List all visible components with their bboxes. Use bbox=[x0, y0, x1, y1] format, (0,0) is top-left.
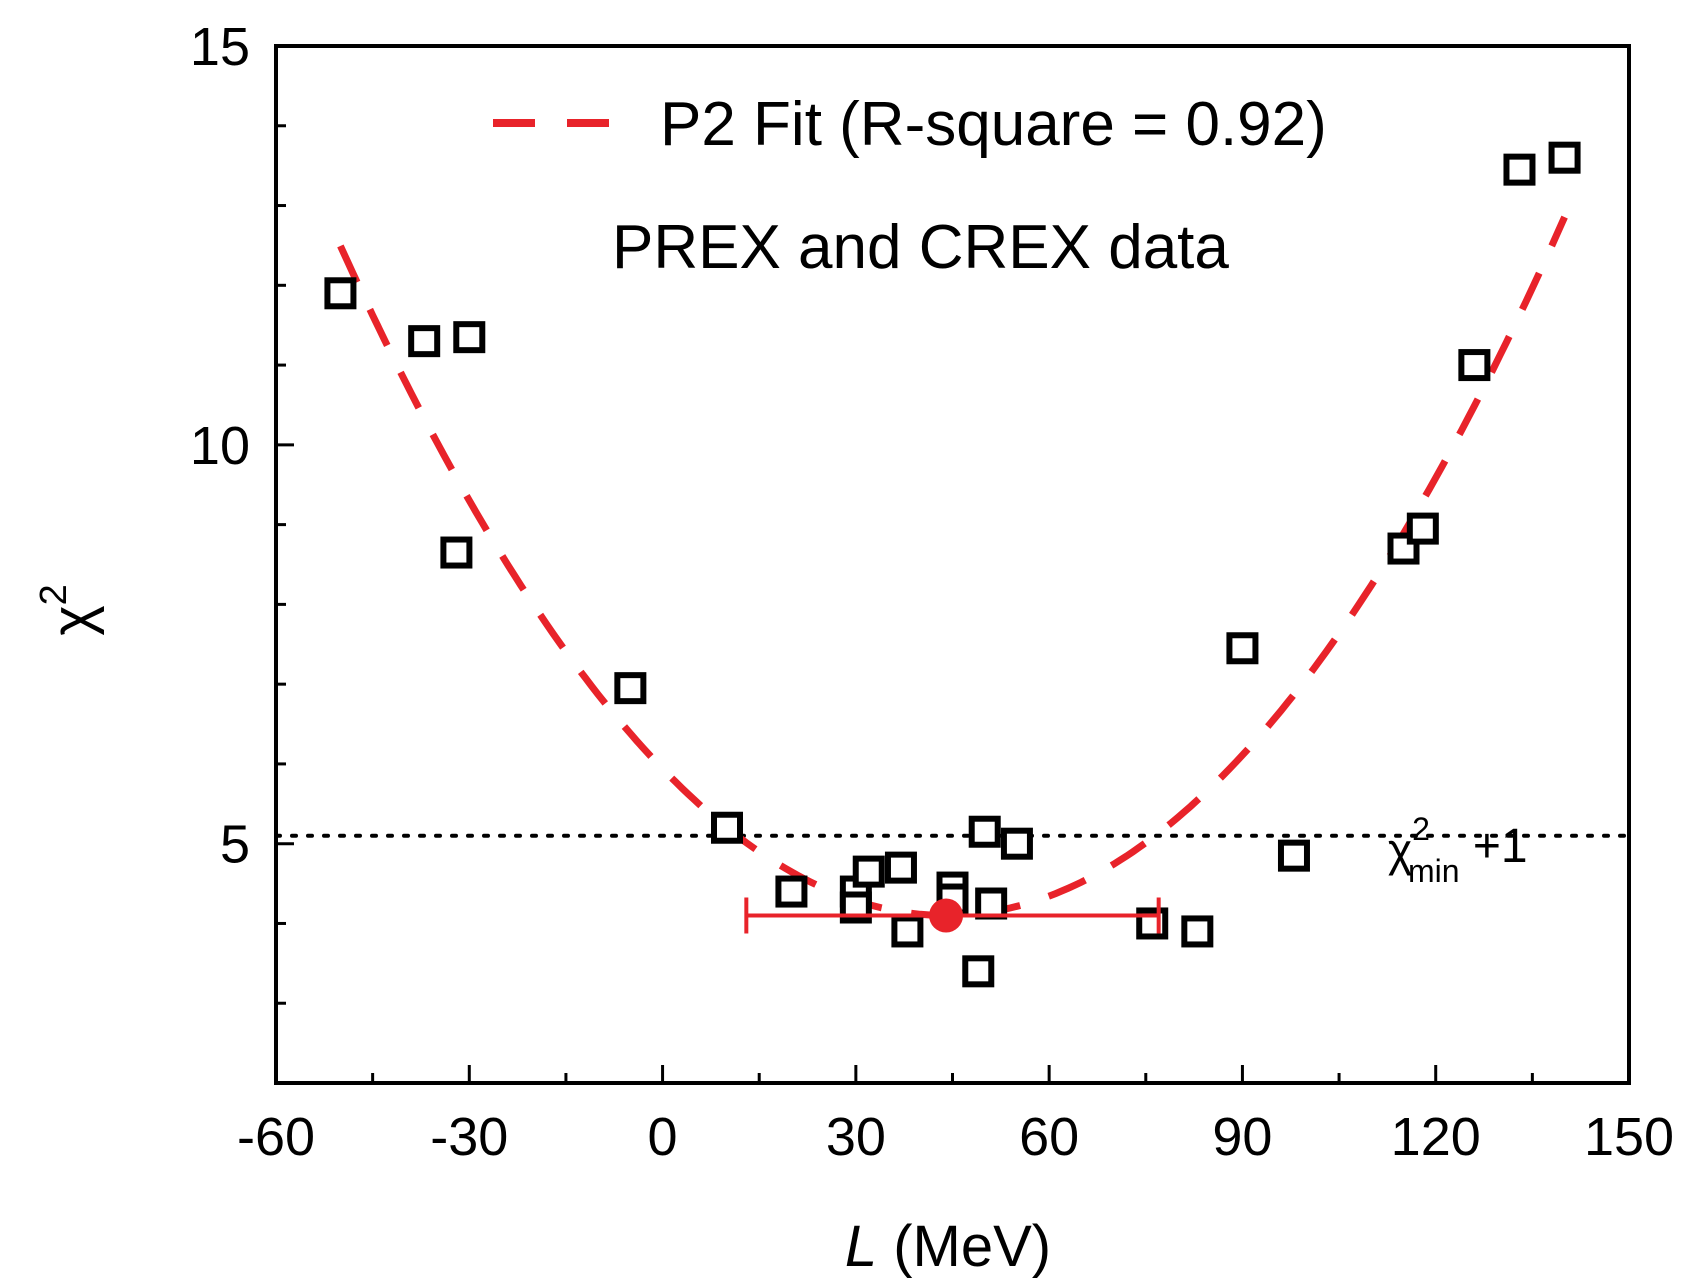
data-point bbox=[1458, 349, 1491, 382]
x-axis-label-var: L bbox=[845, 1214, 877, 1279]
data-point bbox=[1181, 915, 1214, 948]
x-tick-label: -60 bbox=[237, 1107, 315, 1167]
x-tick-label: 30 bbox=[826, 1107, 886, 1167]
data-point bbox=[324, 277, 357, 310]
data-point bbox=[1000, 827, 1033, 860]
y-axis-label-sup: 2 bbox=[33, 584, 75, 605]
x-tick-label: 0 bbox=[648, 1107, 678, 1167]
data-point bbox=[852, 855, 885, 888]
best-fit-group bbox=[744, 897, 1161, 934]
y-tick-label: 10 bbox=[190, 416, 250, 476]
data-point bbox=[1406, 512, 1439, 545]
data-point bbox=[891, 915, 924, 948]
data-point bbox=[440, 536, 473, 569]
note-text: PREX and CREX data bbox=[612, 213, 1229, 282]
data-point bbox=[962, 955, 995, 988]
data-point bbox=[884, 851, 917, 884]
data-point bbox=[975, 887, 1008, 920]
data-point bbox=[968, 815, 1001, 848]
threshold-label: χ2 min +1 bbox=[1388, 811, 1528, 889]
x-axis-label-unit: (MeV) bbox=[877, 1214, 1051, 1279]
threshold-group: χ2 min +1 bbox=[274, 811, 1631, 889]
best-fit-point bbox=[929, 898, 964, 933]
x-tick-label: 120 bbox=[1391, 1107, 1481, 1167]
plot-frame bbox=[274, 44, 1631, 1085]
legend: P2 Fit (R-square = 0.92) bbox=[493, 90, 1327, 159]
x-tick-label: 60 bbox=[1019, 1107, 1079, 1167]
data-point bbox=[1226, 632, 1259, 665]
x-tick-label: -30 bbox=[430, 1107, 508, 1167]
y-axis-label-base: χ bbox=[40, 605, 105, 635]
data-point bbox=[1277, 839, 1310, 872]
fit-curve bbox=[337, 215, 1568, 920]
threshold-label-base: χ bbox=[1388, 824, 1412, 876]
data-point bbox=[1503, 153, 1536, 186]
x-tick-label: 90 bbox=[1212, 1107, 1272, 1167]
y-axis-label: χ2 bbox=[33, 584, 105, 636]
data-point bbox=[711, 811, 743, 844]
data-point bbox=[775, 875, 808, 908]
legend-label: P2 Fit (R-square = 0.92) bbox=[660, 90, 1327, 159]
threshold-label-sup: 2 bbox=[1412, 811, 1430, 847]
x-axis-label: L (MeV) bbox=[845, 1214, 1051, 1279]
threshold-label-suffix: +1 bbox=[1460, 820, 1528, 873]
y-tick-label: 15 bbox=[190, 17, 250, 77]
data-point bbox=[614, 672, 647, 705]
tick-labels: -60 -30 0 30 60 90 120 150 5 10 15 bbox=[190, 17, 1674, 1167]
y-tick-label: 5 bbox=[220, 815, 250, 875]
data-point bbox=[1548, 141, 1581, 174]
data-point bbox=[453, 321, 486, 354]
x-tick-label: 150 bbox=[1584, 1107, 1674, 1167]
threshold-label-sub: min bbox=[1408, 853, 1460, 889]
data-point bbox=[408, 325, 441, 358]
